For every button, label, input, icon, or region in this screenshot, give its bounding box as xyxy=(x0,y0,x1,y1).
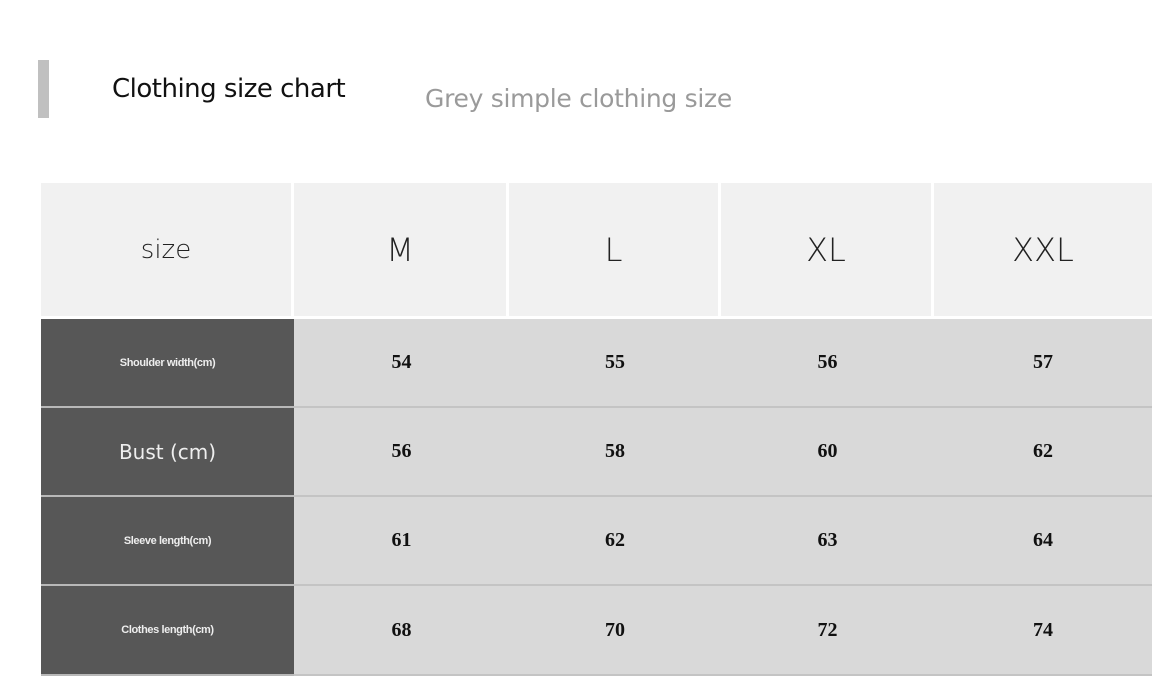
header-cell-xl: XL xyxy=(721,183,931,316)
table-cell: 62 xyxy=(934,408,1152,497)
row-label-clothes-length: Clothes length(cm) xyxy=(41,586,294,676)
table-cell: 60 xyxy=(721,408,934,497)
table-cell: 74 xyxy=(934,586,1152,676)
table-cell: 68 xyxy=(294,586,509,676)
table-cell: 54 xyxy=(294,319,509,408)
table-cell: 56 xyxy=(294,408,509,497)
row-label-bust: Bust (cm) xyxy=(41,408,294,497)
header-cell-xxl: XXL xyxy=(934,183,1152,316)
table-cell: 58 xyxy=(509,408,721,497)
table-cell: 55 xyxy=(509,319,721,408)
table-cell: 64 xyxy=(934,497,1152,586)
table-cell: 62 xyxy=(509,497,721,586)
page-subtitle: Grey simple clothing size xyxy=(425,84,732,113)
table-cell: 72 xyxy=(721,586,934,676)
title-accent-bar xyxy=(38,60,49,118)
header-cell-m: M xyxy=(294,183,506,316)
size-chart-table: size M L XL XXL Shoulder width(cm) 54 55… xyxy=(41,183,1152,676)
table-cell: 56 xyxy=(721,319,934,408)
header-cell-l: L xyxy=(509,183,718,316)
header-cell-size: size xyxy=(41,183,291,316)
table-cell: 61 xyxy=(294,497,509,586)
table-cell: 70 xyxy=(509,586,721,676)
row-label-shoulder-width: Shoulder width(cm) xyxy=(41,319,294,408)
page-title: Clothing size chart xyxy=(112,74,346,104)
row-label-sleeve-length: Sleeve length(cm) xyxy=(41,497,294,586)
table-cell: 57 xyxy=(934,319,1152,408)
table-cell: 63 xyxy=(721,497,934,586)
